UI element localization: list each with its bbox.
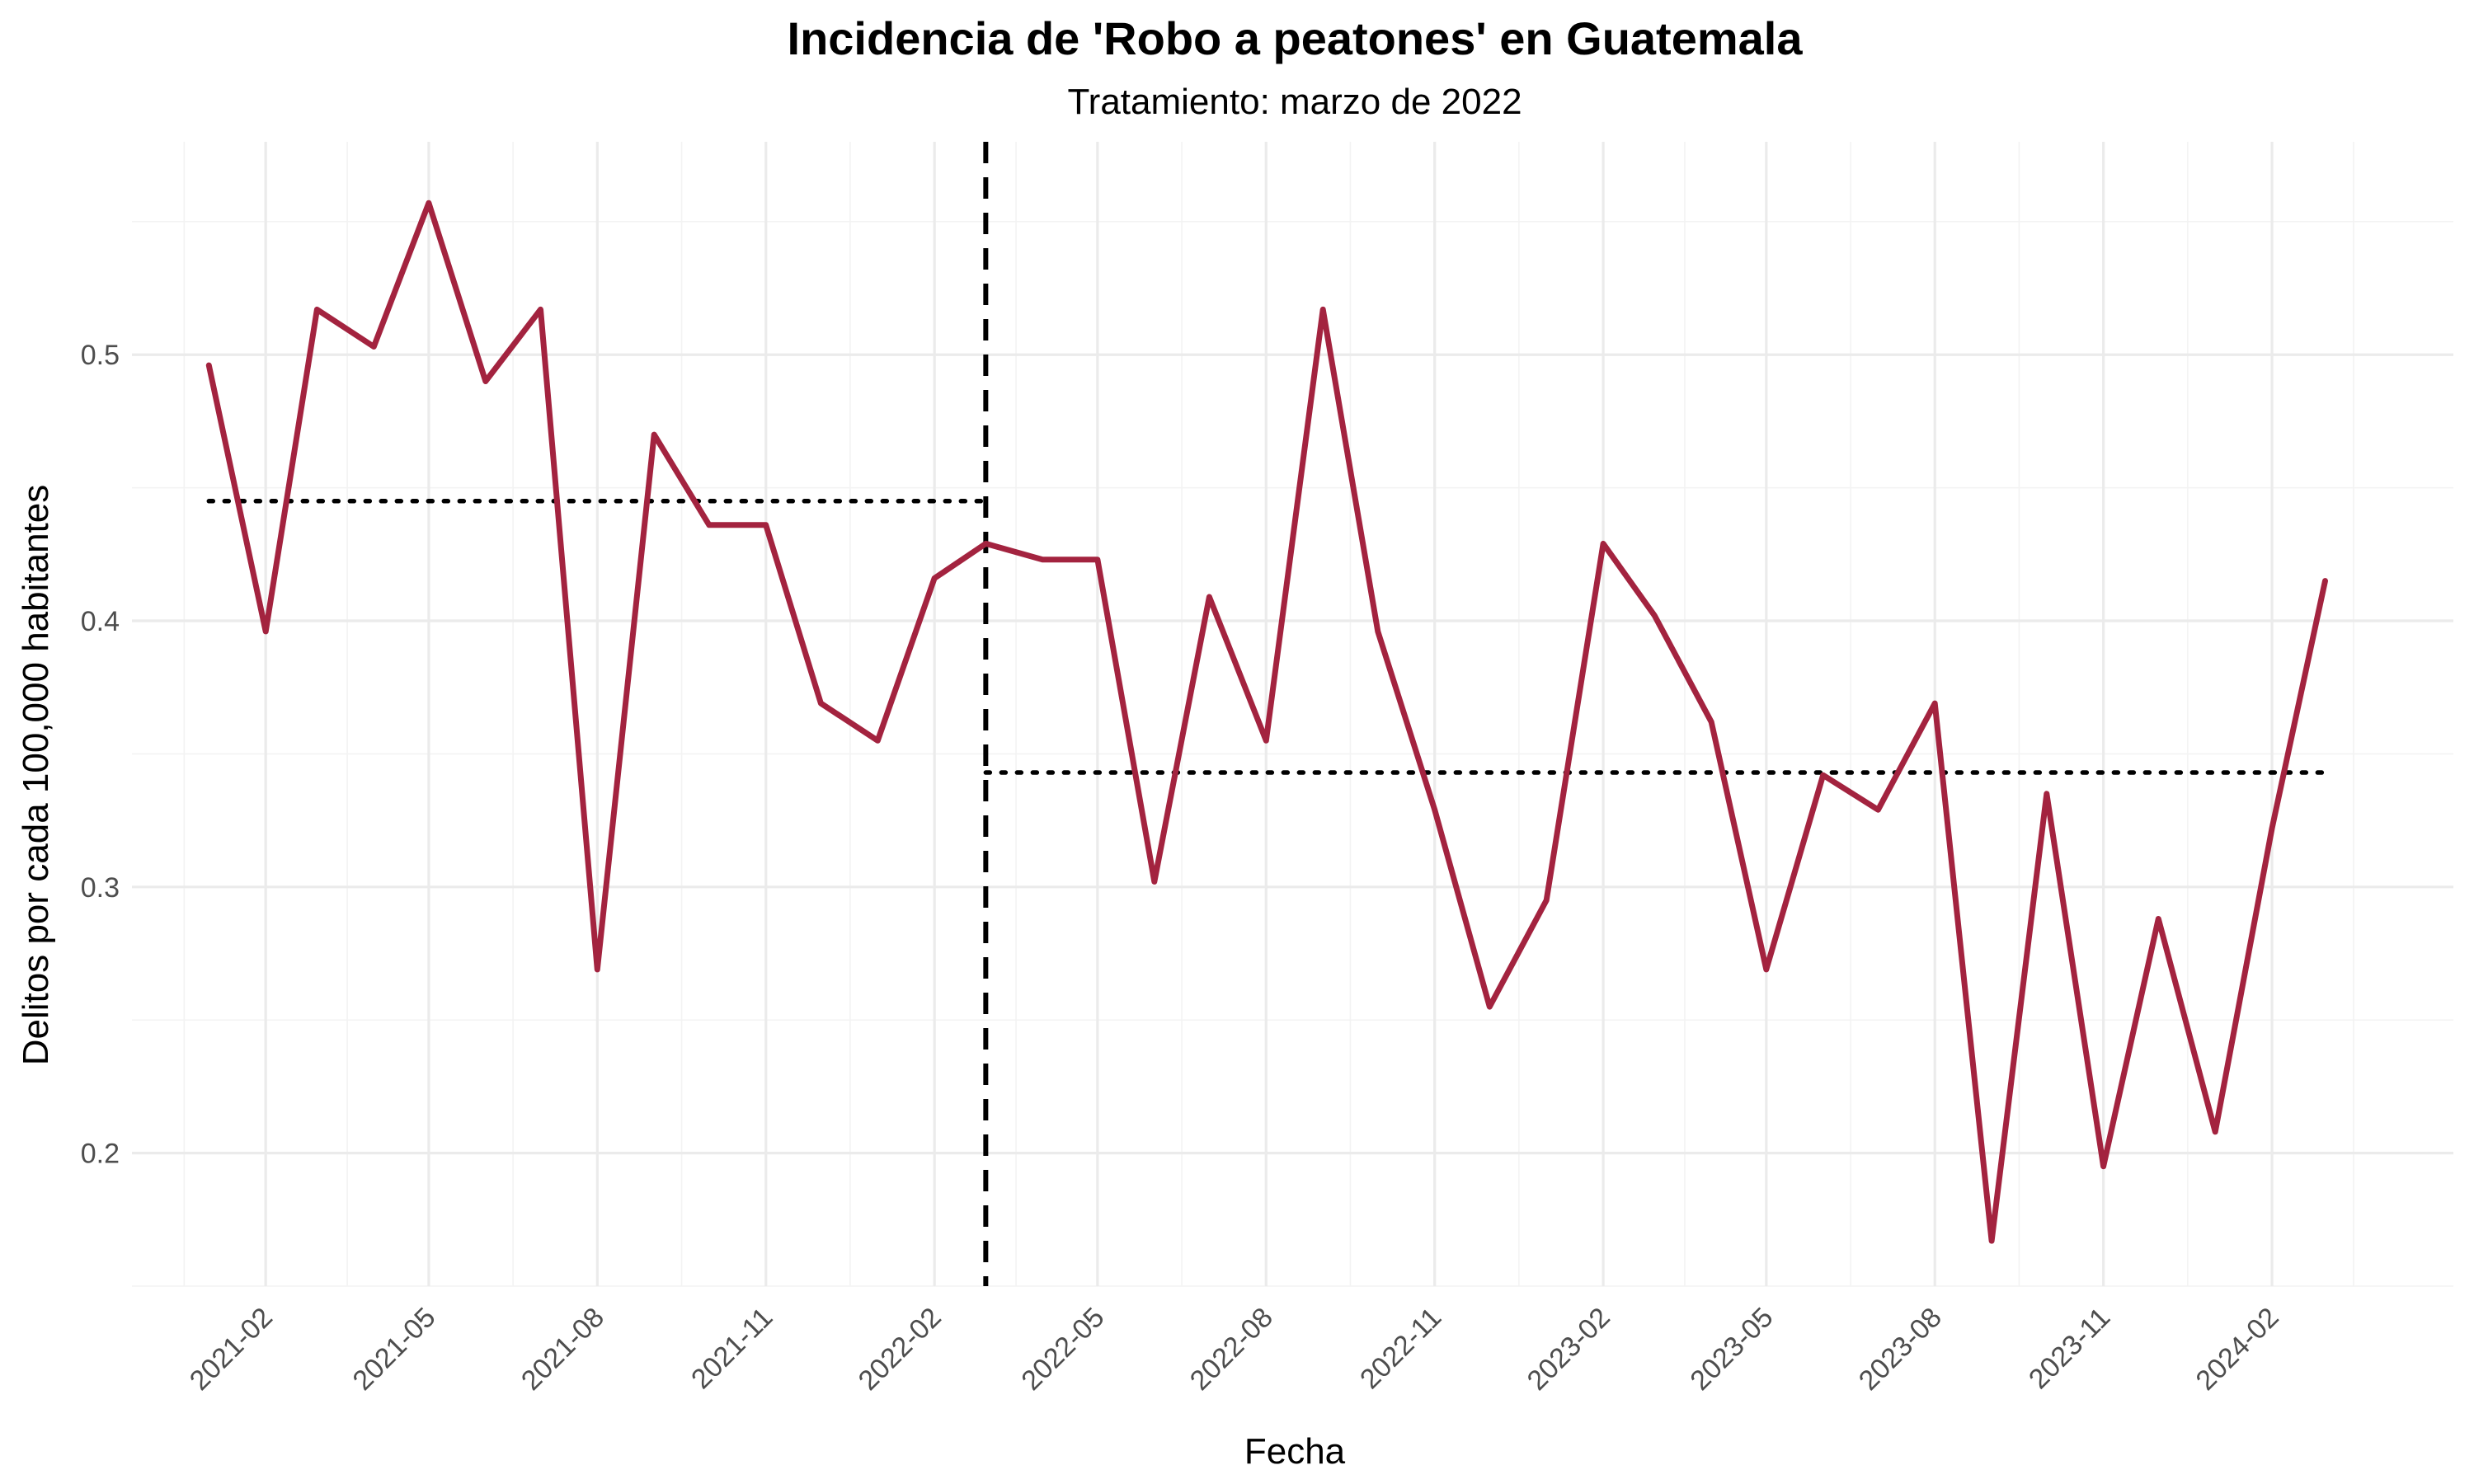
x-tick-label: 2021-05 <box>346 1302 441 1397</box>
y-tick-label: 0.4 <box>81 606 120 637</box>
x-tick-label: 2023-08 <box>1853 1302 1948 1397</box>
x-tick-label: 2023-05 <box>1684 1302 1779 1397</box>
chart-subtitle: Tratamiento: marzo de 2022 <box>1067 82 1522 122</box>
x-tick-label: 2022-11 <box>1354 1302 1447 1395</box>
x-tick-labels: 2021-02 2021-05 2021-08 2021-11 2022-02 2022-… <box>184 1302 2285 1397</box>
y-tick-label: 0.2 <box>81 1139 120 1170</box>
reference-lines <box>206 142 2328 1286</box>
y-tick-label: 0.3 <box>81 872 120 904</box>
x-tick-label: 2021-11 <box>685 1302 778 1395</box>
x-tick-label: 2021-02 <box>184 1302 279 1397</box>
y-tick-labels: 0.2 0.3 0.4 0.5 <box>81 340 120 1169</box>
series-line <box>205 200 2328 1244</box>
y-axis-title: Delitos por cada 100,000 habitantes <box>16 485 56 1066</box>
x-tick-label: 2021-08 <box>515 1302 610 1397</box>
x-tick-label: 2024-02 <box>2190 1302 2285 1397</box>
x-tick-label: 2023-02 <box>1522 1302 1616 1397</box>
x-tick-label: 2022-05 <box>1015 1302 1110 1397</box>
x-tick-label: 2022-02 <box>853 1302 948 1397</box>
chart-title: Incidencia de 'Robo a peatones' en Guate… <box>788 12 1804 64</box>
series-layer <box>205 200 2328 1244</box>
y-tick-label: 0.5 <box>81 340 120 371</box>
grid-lines <box>132 142 2453 1287</box>
x-axis-title: Fecha <box>1244 1431 1346 1472</box>
x-tick-label: 2022-08 <box>1184 1302 1279 1397</box>
x-tick-label: 2023-11 <box>2023 1302 2116 1395</box>
